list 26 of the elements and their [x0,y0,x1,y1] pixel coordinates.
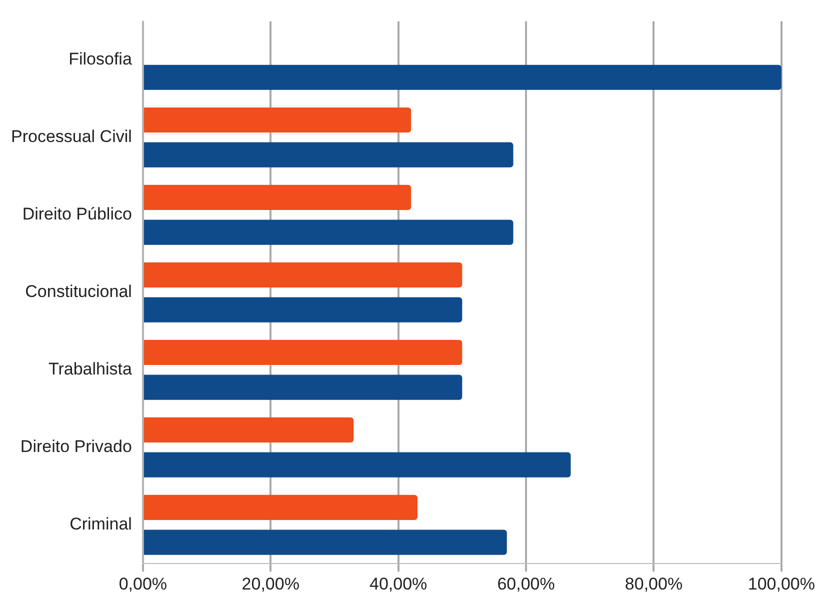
bar [144,64,782,90]
x-tick-label: 100,00% [748,574,816,594]
bar [144,184,412,210]
y-tick-label: Filosofia [68,50,132,69]
bar [144,530,507,555]
x-tick-label: 0,00% [118,574,168,594]
bar [144,297,462,322]
x-tick-label: 60,00% [497,574,555,594]
y-tick-label: Criminal [70,514,132,534]
y-tick-label: Constitucional [25,282,132,302]
bar [144,107,412,133]
y-tick-label: Direito Público [22,204,132,224]
bar [144,417,354,442]
x-tick-label: 40,00% [369,574,428,594]
y-tick-label: Direito Privado [20,437,132,456]
bar [144,452,571,478]
bar [144,142,514,168]
bar [144,262,462,288]
y-tick-label: Processual Civil [10,127,132,146]
x-tick-label: 80,00% [624,574,683,594]
bar [144,374,462,400]
x-tick-label: 20,00% [242,574,300,594]
y-tick-label: Trabalhista [48,360,132,379]
bar [144,340,462,366]
bar [144,220,514,245]
bar [144,494,418,520]
